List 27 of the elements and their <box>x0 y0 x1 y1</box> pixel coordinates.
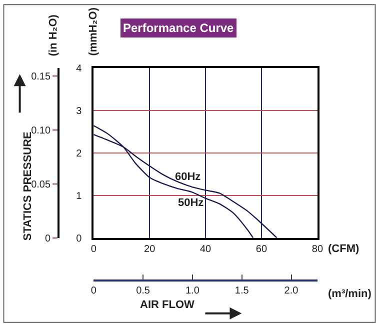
y-tick-label: 4 <box>76 63 82 74</box>
annotation: 60Hz <box>175 171 202 183</box>
x-tick-label: 20 <box>144 244 156 255</box>
x-tick-label: 0 <box>90 244 97 255</box>
x-axis-title: (CFM) <box>328 243 360 255</box>
x2-tick-label: 0.5 <box>136 285 150 296</box>
annotation: 50Hz <box>178 197 204 209</box>
x-tick-label: 40 <box>200 244 212 255</box>
y2-tick-label: 0.05 <box>31 179 52 190</box>
x2-tick-label: 1.0 <box>185 285 200 296</box>
y-tick-label: 2 <box>76 148 82 160</box>
x-tick-label: 60 <box>256 244 268 255</box>
y-axis-title: (mmH₂O) <box>87 7 100 56</box>
y-tick-label: 1 <box>76 190 82 202</box>
y2-tick-label: 0.10 <box>31 125 52 136</box>
y2-axis-title: (in H₂O) <box>48 14 60 56</box>
y2-tick-label: 0 <box>45 233 52 244</box>
text: AIR FLOW <box>140 299 195 311</box>
x-tick-label: 80 <box>312 244 324 255</box>
x2-axis-title: (m³/min) <box>328 288 372 300</box>
y-tick-label: 0 <box>76 233 82 244</box>
y2-tick-label: 0.15 <box>31 71 52 82</box>
x2-tick-label: 0 <box>90 285 97 296</box>
x2-tick-label: 1.5 <box>234 285 250 296</box>
y-tick-label: 3 <box>76 106 82 117</box>
x2-tick-label: 2.0 <box>284 285 299 296</box>
chart-title: Performance Curve <box>123 21 234 35</box>
